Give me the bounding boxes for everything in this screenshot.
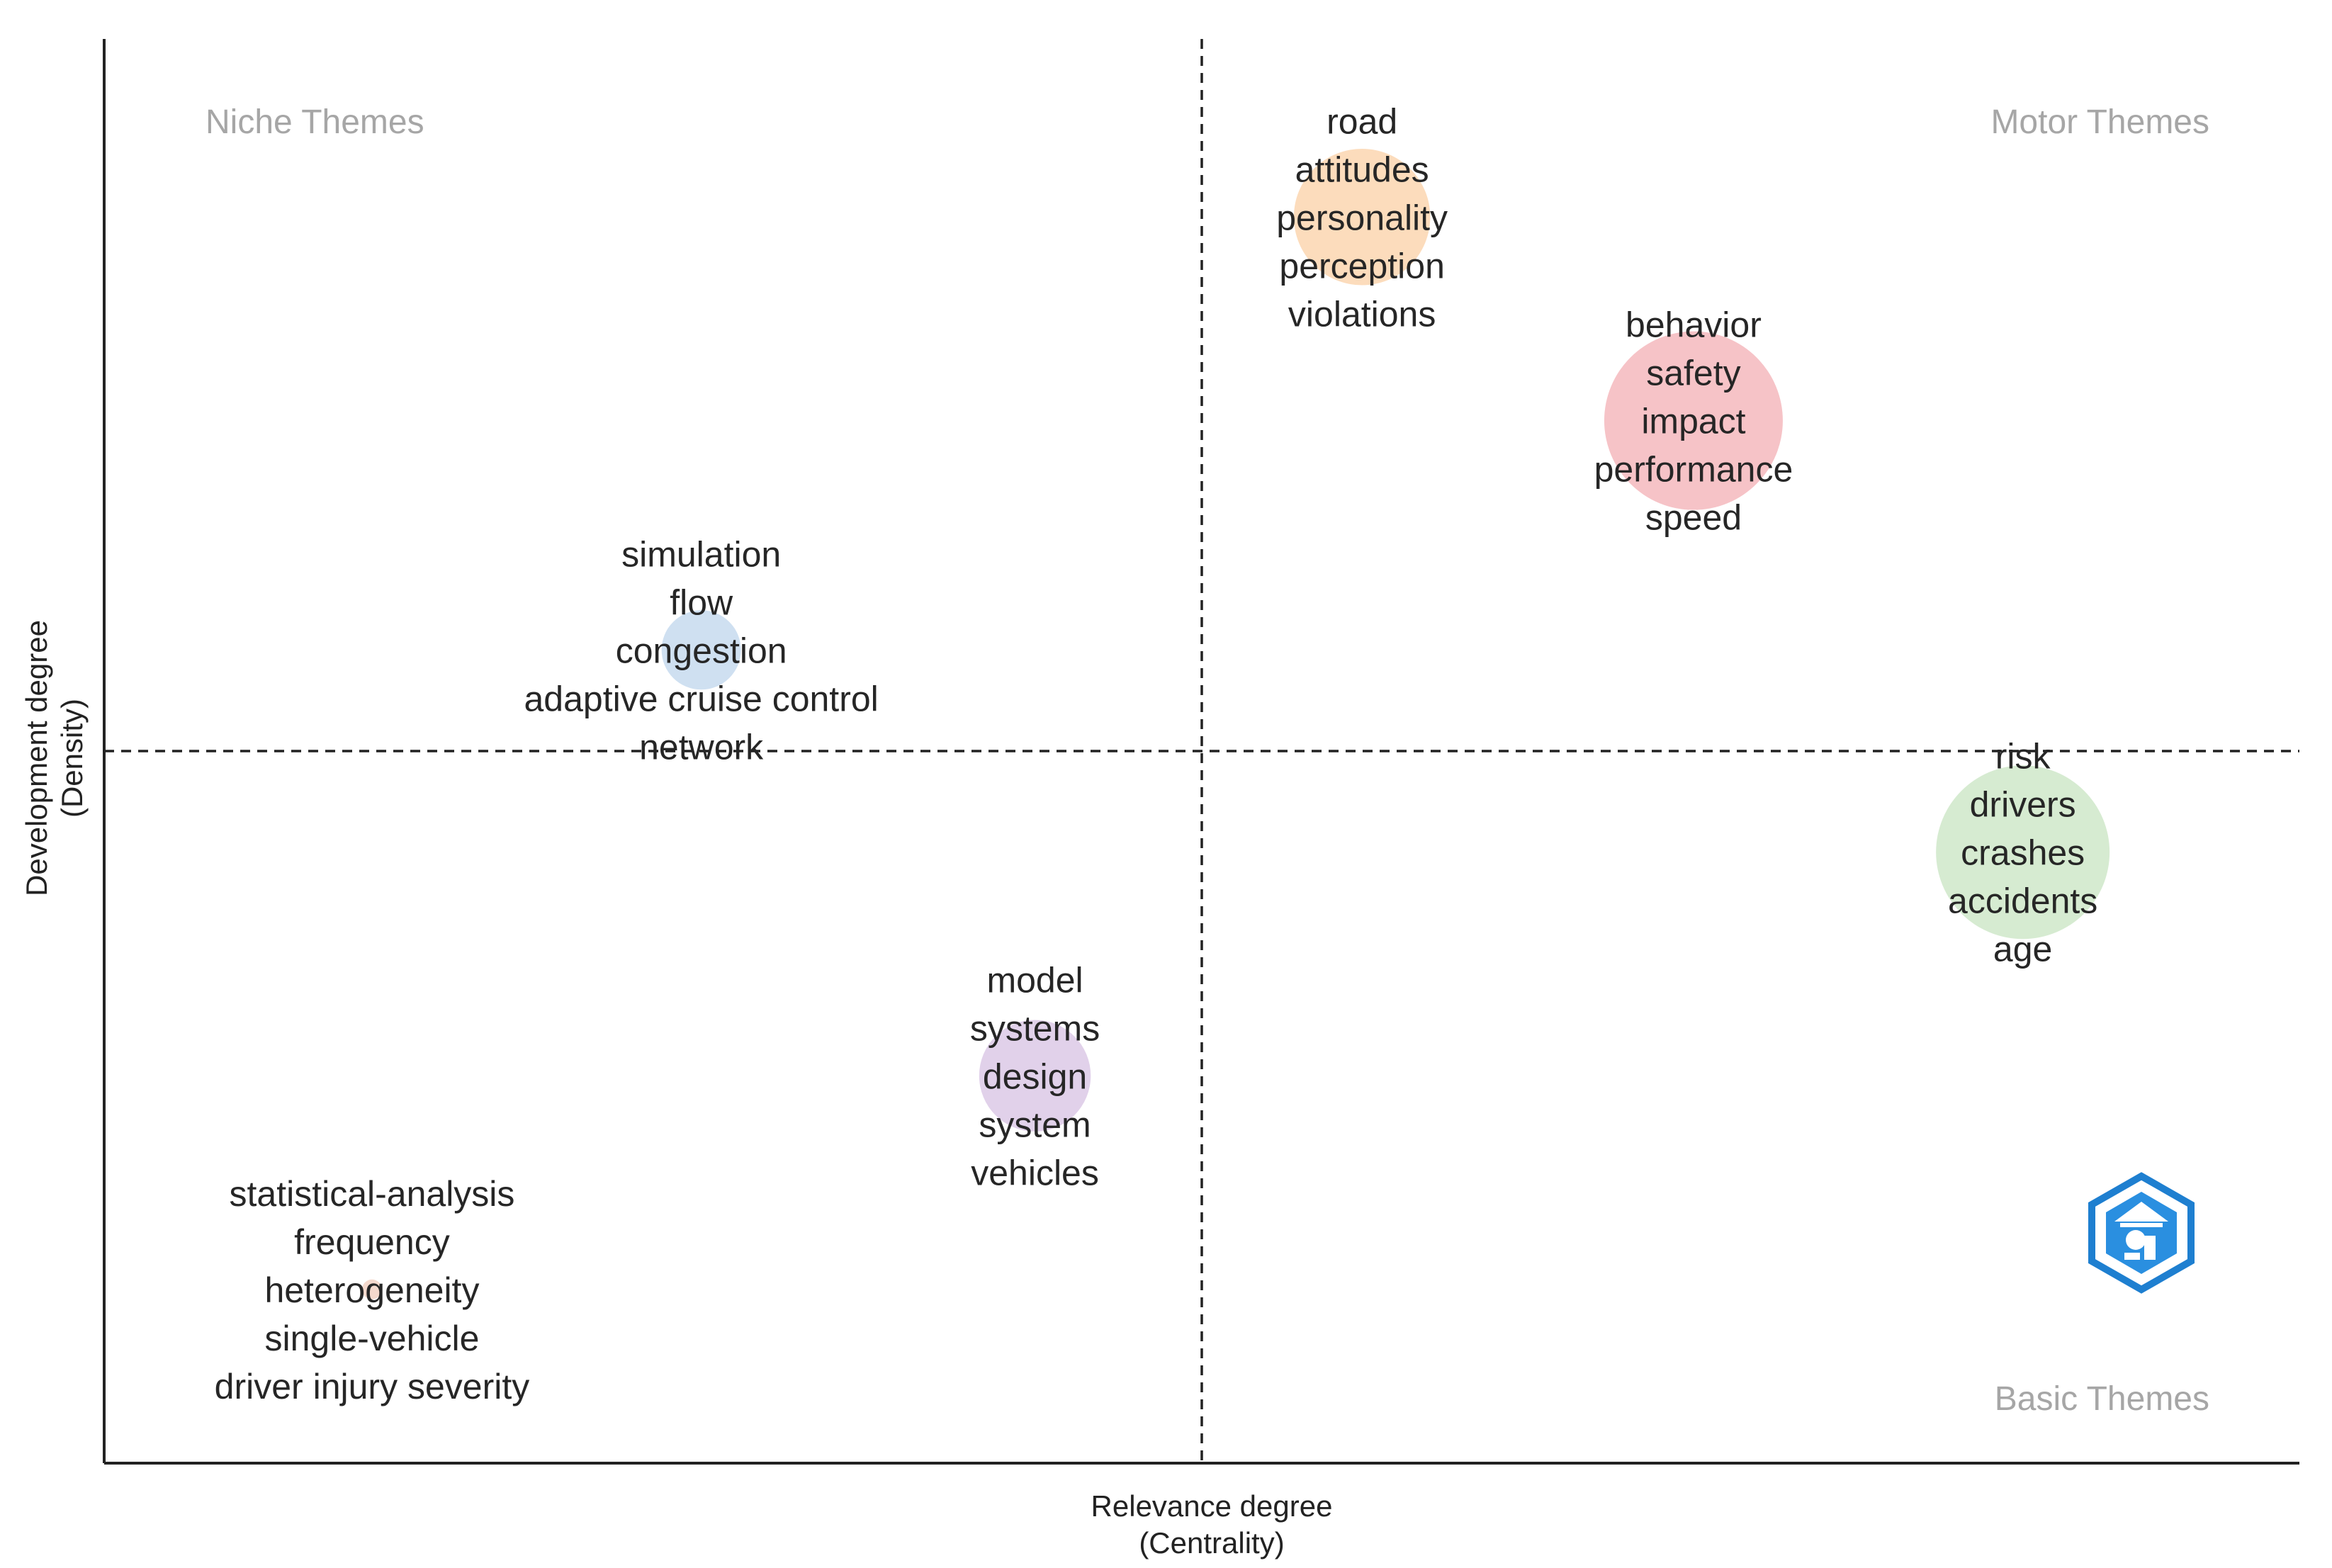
- cluster-term-label: heterogeneity: [264, 1270, 479, 1310]
- cluster-term-label: systems: [970, 1008, 1100, 1048]
- cluster-term-label: statistical-analysis: [230, 1174, 515, 1214]
- y-axis-title: Development degree: [20, 620, 53, 896]
- cluster-term-label: personality: [1276, 198, 1448, 237]
- cluster-bubble-road: [1293, 149, 1431, 286]
- cluster-labels: road attitudes personality perception violat…: [215, 101, 2098, 1406]
- quadrant-label-motor: Motor Themes: [1990, 103, 2209, 141]
- cluster-bubble-simulation: [661, 610, 741, 690]
- cluster-term-label: age: [1993, 930, 2052, 969]
- cluster-term-label: impact: [1641, 402, 1745, 441]
- cluster-term-label: attitudes: [1295, 150, 1429, 189]
- cluster-term-label: perception: [1279, 246, 1445, 286]
- cluster-term-label: accidents: [1948, 881, 2097, 921]
- cluster-term-label: safety: [1646, 354, 1740, 393]
- cluster-term-label: crashes: [1961, 833, 2085, 873]
- cluster-term-label: risk: [1995, 737, 2051, 777]
- cluster-term-label: frequency: [294, 1222, 450, 1262]
- cluster-term-label: system: [979, 1105, 1091, 1144]
- cluster-bubble-behavior: [1604, 331, 1783, 510]
- cluster-term-label: drivers: [1970, 785, 2076, 825]
- cluster-term-label: behavior: [1626, 305, 1762, 345]
- cluster-term-label: model: [986, 960, 1083, 1000]
- cluster-term-label: road: [1326, 101, 1397, 141]
- cluster-term-label: network: [639, 727, 764, 767]
- y-axis-subtitle: (Density): [55, 699, 89, 818]
- cluster-term-label: speed: [1645, 498, 1742, 538]
- biblioshiny-logo-icon: [2088, 1172, 2195, 1294]
- quadrant-label-niche: Niche Themes: [205, 103, 424, 141]
- cluster-bubble-model: [979, 1020, 1091, 1132]
- cluster-term-label: flow: [670, 582, 733, 622]
- cluster-bubbles: [361, 149, 2110, 1299]
- cluster-term-label: design: [983, 1056, 1087, 1096]
- x-axis-title: Relevance degree: [1091, 1489, 1333, 1523]
- cluster-term-label: single-vehicle: [264, 1319, 479, 1358]
- cluster-term-label: congestion: [616, 631, 787, 670]
- cluster-term-label: violations: [1288, 294, 1436, 334]
- cluster-bubble-risk: [1936, 765, 2110, 940]
- cluster-term-label: vehicles: [971, 1153, 1099, 1192]
- cluster-term-label: performance: [1594, 450, 1793, 490]
- cluster-term-label: driver injury severity: [215, 1367, 530, 1406]
- x-axis-subtitle: (Centrality): [1139, 1526, 1284, 1559]
- cluster-bubble-statistical-analysis: [361, 1279, 382, 1299]
- quadrant-label-basic: Basic Themes: [1995, 1380, 2209, 1418]
- cluster-term-label: adaptive cruise control: [524, 679, 879, 718]
- cluster-term-label: simulation: [621, 534, 781, 574]
